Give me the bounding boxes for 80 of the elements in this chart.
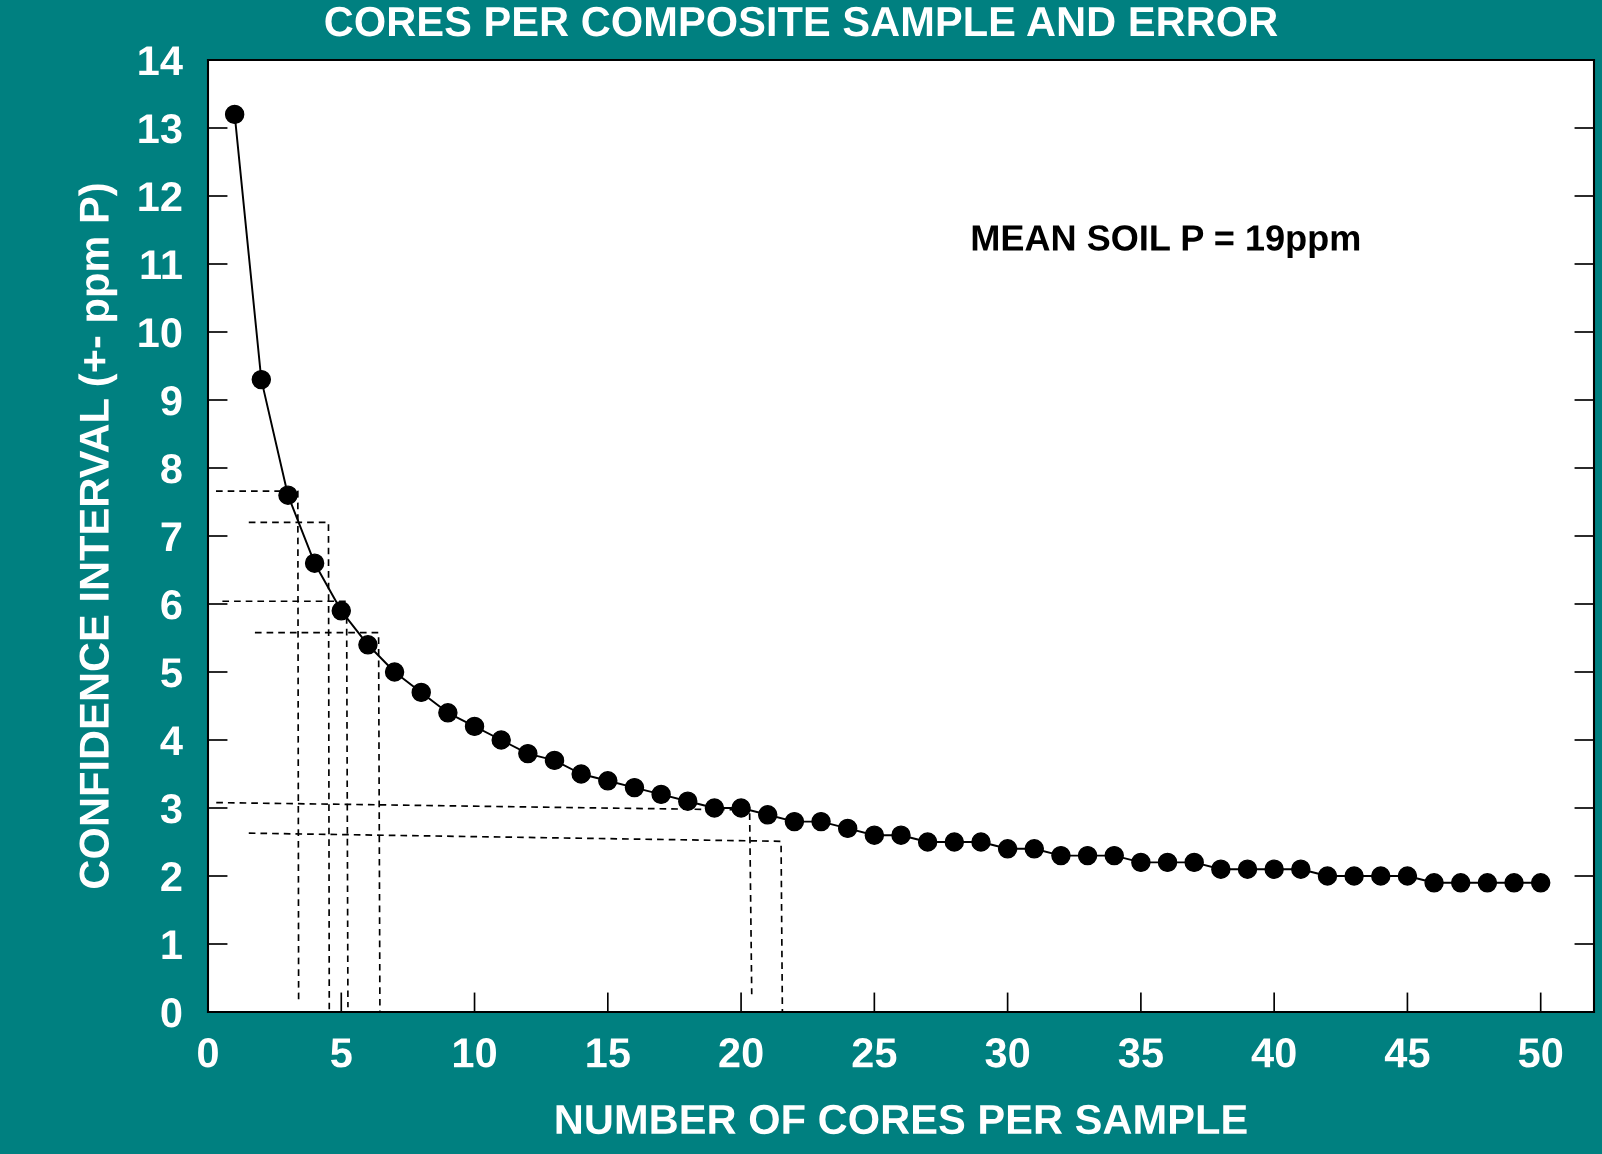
point (997, 839, 1018, 859)
point (891, 825, 911, 845)
point (784, 811, 805, 832)
point (1211, 859, 1231, 879)
point (1237, 859, 1258, 879)
point (917, 832, 938, 852)
point (224, 104, 245, 125)
x-tick-label: 35 (1118, 1038, 1163, 1068)
point (571, 764, 591, 784)
y-axis-title: CONFIDENCE INTERVAL (+- ppm P) (78, 184, 118, 888)
point (1051, 845, 1071, 866)
point (944, 832, 965, 852)
point (1451, 873, 1471, 893)
point (1397, 866, 1418, 886)
point (411, 682, 431, 703)
chart-title: CORES PER COMPOSITE SAMPLE AND ERROR (325, 6, 1278, 37)
y-tick-label: 14 (139, 46, 183, 76)
point (544, 750, 565, 771)
point (251, 369, 272, 390)
y-tick-label: 5 (161, 658, 182, 688)
point (837, 818, 858, 839)
annotation: MEAN SOIL P = 19ppm (972, 225, 1360, 258)
point (1104, 845, 1124, 866)
point (1344, 866, 1364, 886)
point (358, 635, 378, 655)
point (598, 771, 618, 791)
point (704, 798, 725, 818)
point (438, 703, 458, 723)
y-tick-label: 11 (141, 250, 182, 280)
y-tick-label: 8 (161, 454, 182, 484)
x-tick-label: 30 (985, 1038, 1030, 1068)
point (384, 662, 405, 682)
point (1184, 852, 1204, 873)
x-tick-label: 20 (719, 1038, 763, 1068)
y-tick-label: 2 (161, 862, 182, 892)
y-tick-label: 9 (161, 386, 182, 416)
point (1317, 866, 1338, 886)
point (1131, 852, 1151, 873)
y-tick-label: 7 (161, 522, 182, 552)
point (731, 798, 751, 818)
x-axis-title: NUMBER OF CORES PER SAMPLE (556, 1104, 1247, 1135)
point (1157, 852, 1178, 873)
y-tick-label: 13 (139, 114, 182, 144)
point (278, 485, 298, 505)
y-tick-label: 12 (139, 182, 182, 212)
point (331, 601, 351, 621)
x-tick-label: 40 (1251, 1038, 1296, 1068)
y-tick-label: 6 (161, 590, 182, 620)
y-tick-label: 3 (160, 794, 182, 824)
y-tick-label: 4 (160, 726, 183, 756)
point (1024, 839, 1044, 859)
x-tick-label: 50 (1518, 1038, 1563, 1068)
point (1424, 873, 1444, 893)
x-tick-label: 0 (198, 1038, 218, 1068)
point (864, 825, 885, 845)
point (1264, 859, 1284, 879)
point (1504, 873, 1524, 893)
y-tick-label: 10 (139, 318, 182, 348)
y-tick-label: 0 (161, 998, 182, 1028)
point (1291, 859, 1311, 879)
point (811, 811, 831, 832)
x-tick-label: 10 (453, 1038, 497, 1068)
x-tick-label: 25 (852, 1038, 897, 1068)
point (491, 730, 511, 750)
point (1371, 866, 1391, 886)
point (304, 553, 325, 573)
y-tick-label: 1 (162, 930, 182, 960)
x-tick-label: 15 (587, 1038, 630, 1068)
point (1477, 873, 1498, 893)
x-tick-label: 5 (330, 1038, 352, 1068)
point (758, 805, 778, 825)
point (651, 784, 671, 805)
point (1530, 873, 1551, 893)
point (1077, 845, 1098, 866)
point (971, 832, 991, 852)
point (678, 791, 698, 811)
point (624, 777, 645, 798)
point (464, 716, 485, 737)
x-tick-label: 45 (1384, 1038, 1430, 1068)
point (518, 743, 538, 764)
